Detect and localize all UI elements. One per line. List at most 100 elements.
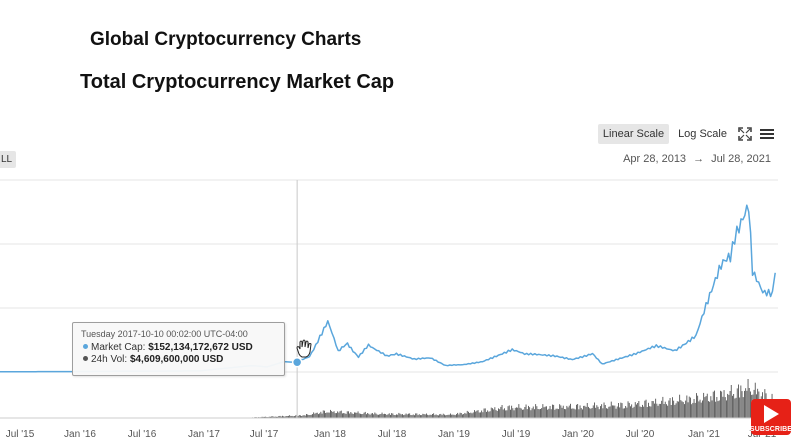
- log-scale-button[interactable]: Log Scale: [673, 124, 732, 144]
- x-tick-label: Jan '21: [688, 429, 720, 440]
- volume-bar: [549, 406, 551, 418]
- volume-bar: [694, 402, 696, 418]
- volume-bar: [624, 408, 625, 418]
- volume-bar: [333, 411, 335, 418]
- volume-bar: [630, 406, 631, 418]
- date-range-start[interactable]: Apr 28, 2013: [623, 153, 687, 165]
- volume-bar: [388, 413, 390, 418]
- volume-bar: [501, 405, 503, 418]
- volume-bar: [444, 414, 445, 418]
- volume-bar: [306, 414, 307, 418]
- volume-bar: [660, 403, 661, 418]
- volume-bar: [314, 413, 316, 418]
- volume-bar: [493, 409, 495, 418]
- volume-bar: [366, 414, 367, 418]
- volume-bar: [650, 406, 652, 418]
- volume-bar: [658, 403, 660, 418]
- volume-bar: [580, 408, 582, 418]
- volume-bar: [639, 406, 641, 418]
- tooltip-market-cap-label: Market Cap:: [91, 342, 146, 353]
- volume-bar: [480, 412, 481, 418]
- x-tick-label: Jan '18: [314, 429, 346, 440]
- linear-scale-button[interactable]: Linear Scale: [597, 124, 670, 144]
- volume-bar: [548, 408, 550, 418]
- volume-bar: [592, 405, 594, 418]
- volume-bar: [496, 411, 498, 418]
- volume-bar: [661, 400, 663, 418]
- volume-bar: [654, 403, 655, 418]
- volume-bar: [309, 415, 311, 418]
- volume-bar: [676, 401, 678, 418]
- volume-bar: [750, 391, 751, 418]
- volume-bar: [318, 414, 319, 418]
- volume-bar: [656, 403, 658, 418]
- volume-bar: [565, 409, 567, 418]
- volume-bar: [559, 404, 561, 418]
- volume-bar: [349, 413, 351, 418]
- volume-bar: [632, 407, 634, 418]
- volume-bar: [393, 415, 395, 418]
- volume-bar: [657, 405, 659, 418]
- volume-bar: [601, 404, 603, 418]
- volume-bar: [607, 408, 609, 418]
- volume-bar: [262, 416, 264, 418]
- volume-bar: [421, 415, 423, 418]
- volume-bar: [276, 416, 277, 418]
- tooltip-date: Tuesday 2017-10-10 00:02:00 UTC-04:00: [81, 329, 248, 339]
- volume-bar: [685, 400, 687, 418]
- volume-bar: [716, 397, 718, 418]
- volume-bar: [376, 414, 378, 418]
- volume-bar: [278, 416, 280, 418]
- volume-bar: [368, 413, 370, 418]
- volume-bar: [734, 398, 736, 418]
- volume-bar: [723, 390, 725, 418]
- volume-bar: [642, 404, 643, 418]
- volume-bar: [699, 399, 701, 418]
- volume-bar: [310, 414, 312, 418]
- volume-bar: [519, 407, 521, 418]
- tooltip-market-cap-value: $152,134,172,672 USD: [148, 342, 253, 353]
- volume-bar: [740, 385, 742, 418]
- volume-bar: [622, 408, 624, 418]
- volume-bar: [602, 408, 604, 418]
- volume-bar: [282, 415, 283, 418]
- volume-bar: [476, 410, 478, 418]
- volume-bar: [507, 406, 509, 418]
- range-all-button[interactable]: LL: [0, 151, 17, 168]
- volume-bar: [364, 411, 366, 418]
- date-range-end[interactable]: Jul 28, 2021: [711, 153, 771, 165]
- volume-bar: [520, 408, 522, 418]
- volume-bar: [505, 410, 507, 418]
- menu-icon[interactable]: [758, 125, 776, 143]
- volume-bar: [609, 406, 611, 418]
- volume-bar: [343, 413, 345, 418]
- volume-bar: [576, 404, 577, 418]
- volume-bar: [626, 407, 628, 418]
- volume-bar: [475, 411, 477, 418]
- volume-bar: [588, 406, 589, 418]
- volume-bar: [546, 406, 547, 418]
- volume-bar: [579, 405, 581, 418]
- volume-bar: [698, 401, 700, 418]
- volume-bar: [346, 411, 348, 418]
- volume-bar: [481, 410, 483, 418]
- volume-bar: [606, 408, 607, 418]
- volume-bar: [620, 402, 622, 418]
- subscribe-button[interactable]: SUBSCRIBE: [750, 399, 792, 435]
- volume-bar: [686, 395, 688, 418]
- volume-bar: [494, 407, 496, 418]
- volume-bar: [596, 405, 598, 418]
- volume-bar: [682, 402, 684, 418]
- volume-bar: [598, 409, 600, 418]
- volume-bar: [292, 416, 294, 418]
- fullscreen-icon[interactable]: [736, 125, 754, 143]
- volume-bar: [302, 415, 304, 418]
- volume-bar: [570, 403, 571, 418]
- volume-bar: [584, 405, 586, 418]
- volume-bar: [572, 408, 574, 418]
- volume-bar: [291, 415, 293, 418]
- volume-bar: [715, 401, 717, 418]
- volume-bar: [528, 405, 529, 418]
- volume-bar: [410, 415, 412, 418]
